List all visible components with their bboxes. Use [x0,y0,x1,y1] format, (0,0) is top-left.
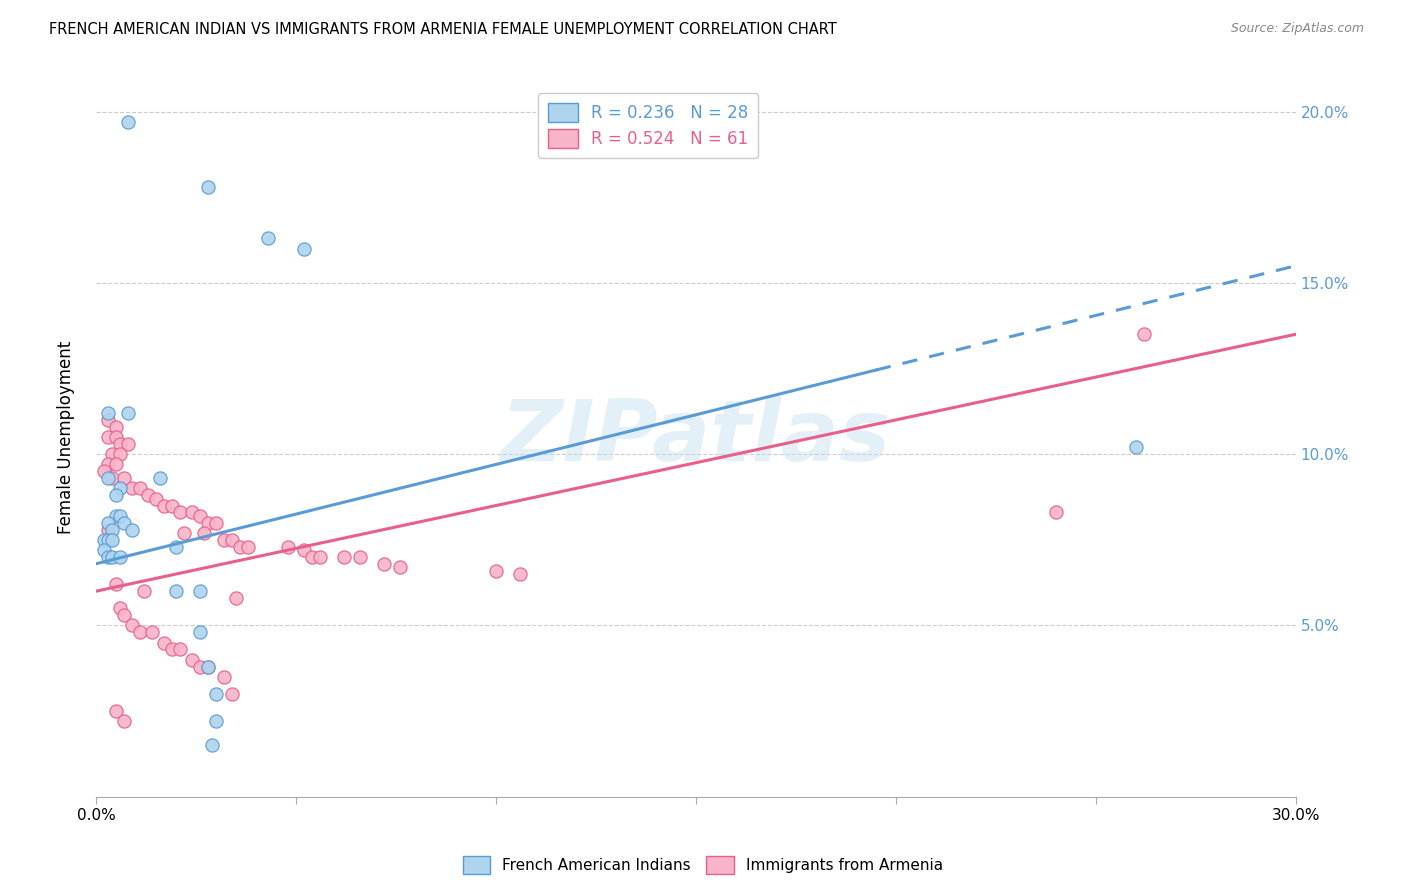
Point [97,533,120,547]
Point [153,635,176,649]
Point [212,670,235,684]
Point [108,437,131,451]
Point [509,567,531,582]
Point [188,625,211,640]
Point [97,406,120,420]
Point [112,516,135,530]
Point [112,608,135,623]
Point [105,430,128,444]
Point [388,560,411,574]
Point [485,564,508,578]
Point [277,540,299,554]
Point [197,659,219,673]
Point [145,491,167,506]
Point [101,533,124,547]
Point [205,714,228,729]
Point [108,508,131,523]
Point [181,653,204,667]
Point [105,458,128,472]
Point [373,557,395,571]
Point [101,523,124,537]
Point [93,533,115,547]
Point [188,584,211,599]
Point [108,549,131,564]
Point [97,523,120,537]
Y-axis label: Female Unemployment: Female Unemployment [58,341,75,533]
Point [197,516,219,530]
Point [108,482,131,496]
Point [132,584,155,599]
Point [101,471,124,485]
Point [105,577,128,591]
Point [188,508,211,523]
Point [292,543,315,558]
Point [169,505,191,519]
Point [108,447,131,461]
Point [197,659,219,673]
Point [1125,440,1147,454]
Point [112,714,135,729]
Point [165,540,187,554]
Point [97,471,120,485]
Point [165,584,187,599]
Point [108,601,131,615]
Point [101,447,124,461]
Point [121,482,143,496]
Point [197,180,219,194]
Point [105,488,128,502]
Point [117,115,139,129]
Point [141,625,163,640]
Point [257,231,280,245]
Point [229,540,252,554]
Point [205,516,228,530]
Point [97,516,120,530]
Point [201,739,224,753]
Point [129,625,152,640]
Point [121,523,143,537]
Point [333,549,356,564]
Point [349,549,371,564]
Point [121,618,143,632]
Point [105,704,128,718]
Text: ZIPatlas: ZIPatlas [501,395,891,478]
Point [101,549,124,564]
Text: FRENCH AMERICAN INDIAN VS IMMIGRANTS FROM ARMENIA FEMALE UNEMPLOYMENT CORRELATIO: FRENCH AMERICAN INDIAN VS IMMIGRANTS FRO… [49,22,837,37]
Point [97,549,120,564]
Legend: French American Indians, Immigrants from Armenia: French American Indians, Immigrants from… [457,850,949,880]
Point [93,464,115,478]
Point [221,687,243,701]
Point [205,687,228,701]
Point [112,471,135,485]
Point [97,413,120,427]
Point [105,508,128,523]
Point [169,642,191,657]
Point [149,471,172,485]
Point [1045,505,1067,519]
Point [117,406,139,420]
Point [1132,327,1154,342]
Point [97,430,120,444]
Point [136,488,159,502]
Legend: R = 0.236   N = 28, R = 0.524   N = 61: R = 0.236 N = 28, R = 0.524 N = 61 [537,93,758,158]
Point [160,642,183,657]
Point [153,499,176,513]
Point [160,499,183,513]
Point [105,419,128,434]
Point [301,549,323,564]
Point [212,533,235,547]
Text: Source: ZipAtlas.com: Source: ZipAtlas.com [1230,22,1364,36]
Point [225,591,247,605]
Point [117,437,139,451]
Point [129,482,152,496]
Point [309,549,332,564]
Point [93,543,115,558]
Point [236,540,259,554]
Point [188,659,211,673]
Point [181,505,204,519]
Point [221,533,243,547]
Point [173,525,195,540]
Point [193,525,215,540]
Point [292,242,315,256]
Point [97,458,120,472]
